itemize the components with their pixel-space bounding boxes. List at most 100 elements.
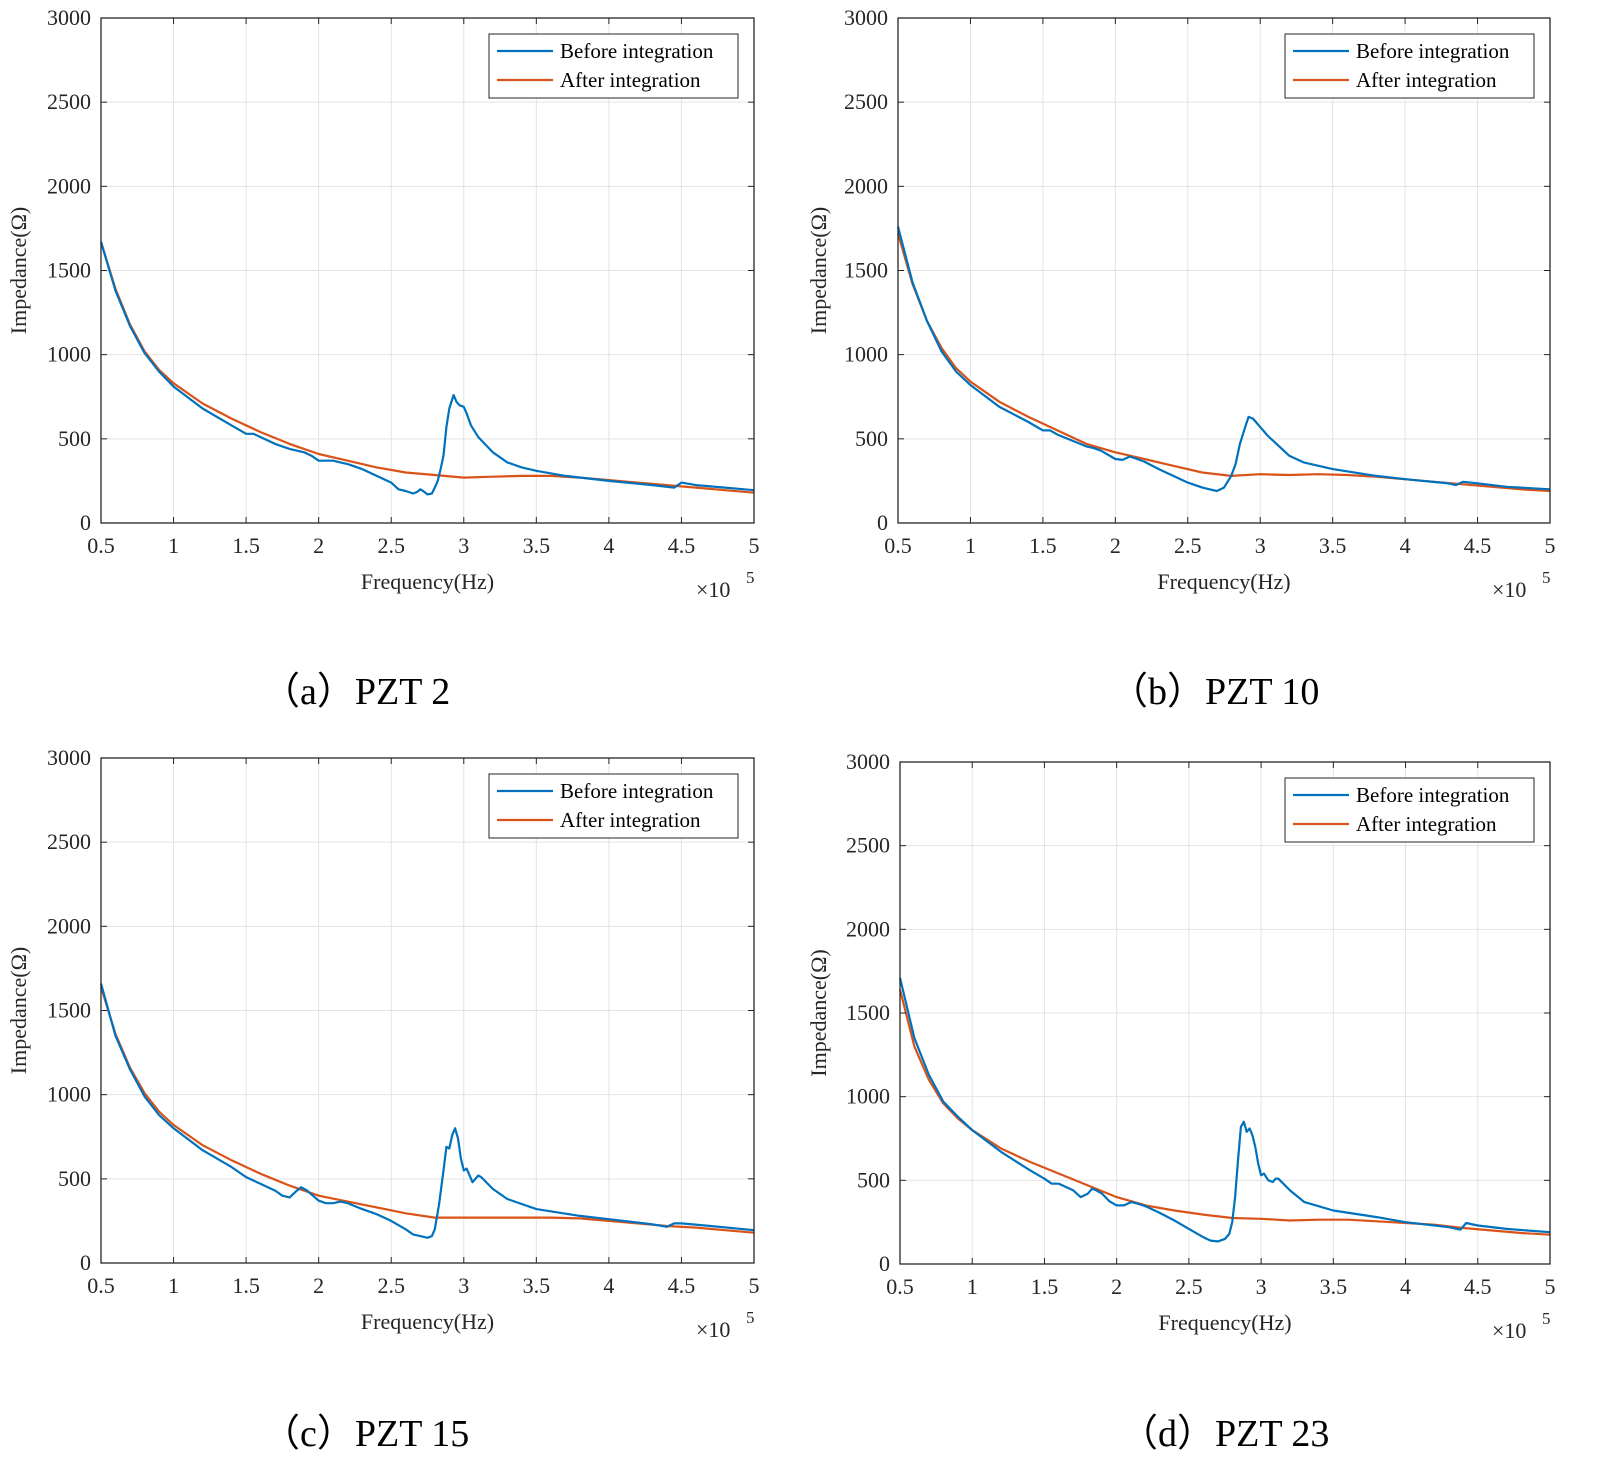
panel-a-legend-label-after: After integration — [560, 68, 701, 92]
chart-a: 0.5 1 1.5 2 2.5 3 3.5 4 4.5 5 0 500 1000 1500 2000 2500… — [6, 5, 760, 602]
panel-d: 0.5 1 1.5 2 2.5 3 3.5 4 4.5 5 0 500 1000 1500 2000 2500… — [800, 740, 1600, 1468]
panel-b-x-multiplier: ×10 — [1492, 577, 1526, 602]
panel-a-y-tick-label: 500 — [58, 426, 91, 451]
panel-a-x-multiplier: ×10 — [696, 577, 730, 602]
panel-a-legend-label-before: Before integration — [560, 39, 714, 63]
panel-c-y-tick-label: 0 — [80, 1250, 91, 1275]
caption-a: （a）PZT 2 — [262, 671, 451, 713]
panel-b-x-tick-label: 4.5 — [1464, 533, 1492, 558]
panel-a-x-tick-label: 4 — [603, 533, 614, 558]
panel-c-y-tick-label: 1500 — [47, 998, 91, 1023]
panel-a-x-tick-label: 1.5 — [232, 533, 260, 558]
panel-b-x-axis-label: Frequency(Hz) — [1157, 569, 1290, 594]
panel-b-y-tick-label: 500 — [855, 426, 888, 451]
panel-b-x-tick-label: 4 — [1400, 533, 1411, 558]
panel-a-x-tick-label: 3.5 — [523, 533, 551, 558]
panel-c-x-tick-label: 2 — [313, 1273, 324, 1298]
panel-a-y-tick-label: 1500 — [47, 258, 91, 283]
panel-a-y-tick-label: 0 — [80, 510, 91, 535]
panel-b-y-tick-label: 3000 — [844, 5, 888, 30]
panel-d-x-tick-label: 0.5 — [886, 1274, 914, 1299]
panel-a-y-tick-label: 2500 — [47, 89, 91, 114]
panel-b-x-tick-label: 5 — [1545, 533, 1556, 558]
panel-a-x-multiplier-exponent: 5 — [746, 568, 755, 587]
panel-b-x-tick-label: 1 — [965, 533, 976, 558]
panel-b-y-axis-label: Impedance(Ω) — [806, 207, 831, 335]
panel-d-x-tick-label: 1 — [967, 1274, 978, 1299]
panel-b-x-multiplier-exponent: 5 — [1542, 568, 1551, 587]
panel-b-y-tick-label: 0 — [877, 510, 888, 535]
panel-b-series-line-before — [896, 226, 1551, 493]
panel-d-y-tick-label: 0 — [879, 1251, 890, 1276]
panel-d-series-line-before — [898, 977, 1551, 1243]
panel-b-x-tick-label: 3.5 — [1319, 533, 1347, 558]
caption-d: （d）PZT 23 — [1120, 1413, 1330, 1455]
panel-a-series-line-before — [99, 241, 755, 496]
panel-d-y-tick-label: 500 — [857, 1167, 890, 1192]
chart-d: 0.5 1 1.5 2 2.5 3 3.5 4 4.5 5 0 500 1000 1500 2000 2500… — [806, 749, 1556, 1343]
panel-a-x-tick-label: 0.5 — [87, 533, 115, 558]
panel-d-x-tick-label: 4.5 — [1464, 1274, 1492, 1299]
panel-a: 0.5 1 1.5 2 2.5 3 3.5 4 4.5 5 0 500 1000 1500 2000 2500… — [0, 0, 800, 734]
panel-c: 0.5 1 1.5 2 2.5 3 3.5 4 4.5 5 0 500 1000 1500 2000 2500… — [0, 740, 800, 1468]
panel-a-legend-box — [488, 33, 739, 99]
panel-a-x-axis-label: Frequency(Hz) — [361, 569, 494, 594]
panel-c-x-tick-label: 3 — [458, 1273, 469, 1298]
panel-d-x-multiplier-exponent: 5 — [1542, 1309, 1551, 1328]
panel-c-x-axis-label: Frequency(Hz) — [361, 1309, 494, 1334]
panel-d-legend-label-before: Before integration — [1356, 783, 1510, 807]
panel-c-legend-label-after: After integration — [560, 808, 701, 832]
panel-b-legend-box — [1284, 33, 1535, 99]
panel-c-x-tick-label: 0.5 — [87, 1273, 115, 1298]
panel-c-y-tick-label: 2000 — [47, 913, 91, 938]
panel-d-y-axis-label: Impedance(Ω) — [806, 949, 831, 1077]
caption-b: （b）PZT 10 — [1110, 671, 1320, 713]
panel-a-y-axis-label: Impedance(Ω) — [6, 207, 31, 335]
panel-c-y-tick-label: 500 — [58, 1166, 91, 1191]
panel-c-x-tick-label: 2.5 — [377, 1273, 405, 1298]
panel-a-y-tick-label: 1000 — [47, 342, 91, 367]
panel-d-y-tick-label: 1500 — [846, 1000, 890, 1025]
panel-b-y-tick-label: 2500 — [844, 89, 888, 114]
panel-c-legend-box — [488, 773, 739, 839]
panel-c-x-multiplier-exponent: 5 — [746, 1308, 755, 1327]
panel-b-x-tick-label: 3 — [1255, 533, 1266, 558]
panel-a-x-tick-label: 1 — [168, 533, 179, 558]
panel-d-x-tick-label: 4 — [1400, 1274, 1411, 1299]
panel-b-legend-label-before: Before integration — [1356, 39, 1510, 63]
panel-d-x-tick-label: 2 — [1111, 1274, 1122, 1299]
panel-a-x-tick-label: 4.5 — [668, 533, 696, 558]
panel-c-x-tick-label: 1.5 — [232, 1273, 260, 1298]
panel-a-x-tick-label: 2 — [313, 533, 324, 558]
panel-c-legend-label-before: Before integration — [560, 779, 714, 803]
panel-b: 0.5 1 1.5 2 2.5 3 3.5 4 4.5 5 0 500 1000 1500 2000 2500… — [800, 0, 1600, 734]
panel-b-x-tick-label: 0.5 — [884, 533, 912, 558]
panel-c-x-tick-label: 4 — [603, 1273, 614, 1298]
panel-d-legend-box — [1284, 777, 1535, 843]
panel-c-x-tick-label: 5 — [749, 1273, 760, 1298]
caption-c: （c）PZT 15 — [262, 1413, 470, 1455]
chart-b: 0.5 1 1.5 2 2.5 3 3.5 4 4.5 5 0 500 1000 1500 2000 2500… — [806, 5, 1556, 602]
panel-d-x-tick-label: 1.5 — [1031, 1274, 1059, 1299]
panel-c-x-tick-label: 4.5 — [668, 1273, 696, 1298]
panel-d-y-tick-label: 2500 — [846, 833, 890, 858]
panel-b-x-tick-label: 2.5 — [1174, 533, 1202, 558]
panel-d-x-tick-label: 5 — [1545, 1274, 1556, 1299]
panel-d-legend-label-after: After integration — [1356, 812, 1497, 836]
panel-c-y-axis-label: Impedance(Ω) — [6, 947, 31, 1075]
panel-b-x-tick-label: 2 — [1110, 533, 1121, 558]
panel-d-x-tick-label: 3 — [1256, 1274, 1267, 1299]
panel-d-x-axis-label: Frequency(Hz) — [1158, 1310, 1291, 1335]
chart-c: 0.5 1 1.5 2 2.5 3 3.5 4 4.5 5 0 500 1000 1500 2000 2500… — [6, 745, 760, 1342]
panel-a-y-tick-label: 2000 — [47, 173, 91, 198]
panel-a-x-tick-label: 2.5 — [377, 533, 405, 558]
panel-d-x-tick-label: 2.5 — [1175, 1274, 1203, 1299]
panel-c-x-tick-label: 1 — [168, 1273, 179, 1298]
panel-a-x-tick-label: 3 — [458, 533, 469, 558]
panel-b-legend-label-after: After integration — [1356, 68, 1497, 92]
panel-b-y-tick-label: 1500 — [844, 258, 888, 283]
panel-d-y-tick-label: 2000 — [846, 916, 890, 941]
panel-c-series-line-before — [99, 983, 755, 1239]
panel-c-y-tick-label: 3000 — [47, 745, 91, 770]
panel-b-y-tick-label: 1000 — [844, 342, 888, 367]
